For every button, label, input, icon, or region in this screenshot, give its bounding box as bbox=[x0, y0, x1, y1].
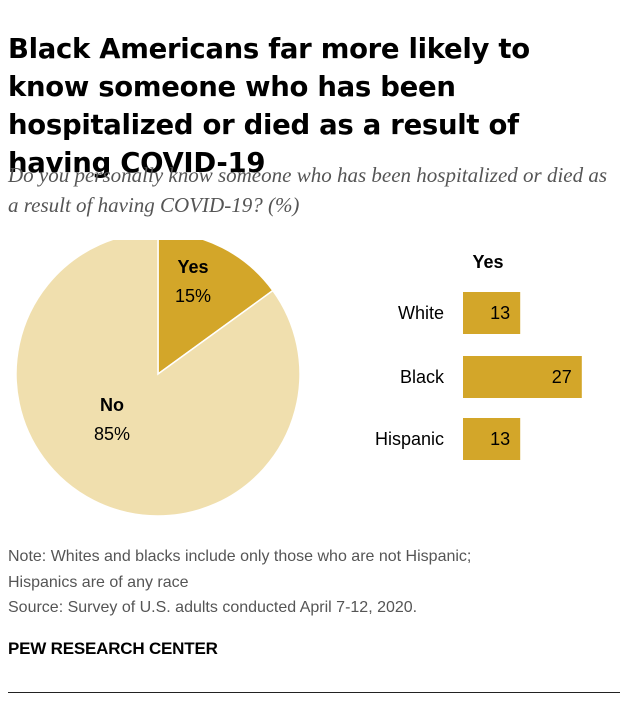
bar-category-hispanic: Hispanic bbox=[375, 429, 444, 449]
source-line: Source: Survey of U.S. adults conducted … bbox=[8, 599, 418, 616]
bottom-divider bbox=[8, 692, 620, 693]
pie-slice-yes bbox=[157, 240, 274, 376]
bar-chart: Yes White 13 Black 27 Hispanic 13 bbox=[375, 252, 582, 460]
pie-slice-no bbox=[15, 240, 301, 517]
chart-area: Yes 15% No 85% Yes White 13 Black 27 Hispanic 13 bbox=[15, 240, 582, 517]
bar-value-hispanic: 13 bbox=[490, 429, 510, 449]
bar-hispanic bbox=[463, 418, 521, 460]
bar-black bbox=[463, 356, 582, 398]
bar-category-white: White bbox=[398, 303, 444, 323]
notes-block: Note: Whites and blacks include only tho… bbox=[8, 544, 620, 621]
note-line-2: Hispanics are of any race bbox=[8, 573, 189, 591]
note-line-1: Note: Whites and blacks include only tho… bbox=[8, 548, 472, 565]
bar-value-black: 27 bbox=[552, 367, 572, 387]
pie-value-yes: 15% bbox=[175, 286, 211, 306]
pie-label-yes: Yes bbox=[177, 257, 208, 277]
pie-chart: Yes 15% No 85% bbox=[15, 240, 301, 517]
bar-white bbox=[463, 292, 521, 334]
pie-label-no: No bbox=[100, 395, 124, 415]
bar-column-header: Yes bbox=[472, 252, 503, 272]
pie-value-no: 85% bbox=[94, 424, 130, 444]
chart-subtitle: Do you personally know someone who has b… bbox=[8, 163, 608, 217]
chart-title: Black Americans far more likely to know … bbox=[8, 33, 530, 179]
brand-logo-text: PEW RESEARCH CENTER bbox=[8, 639, 218, 658]
bar-category-black: Black bbox=[400, 367, 445, 387]
bar-value-white: 13 bbox=[490, 303, 510, 323]
